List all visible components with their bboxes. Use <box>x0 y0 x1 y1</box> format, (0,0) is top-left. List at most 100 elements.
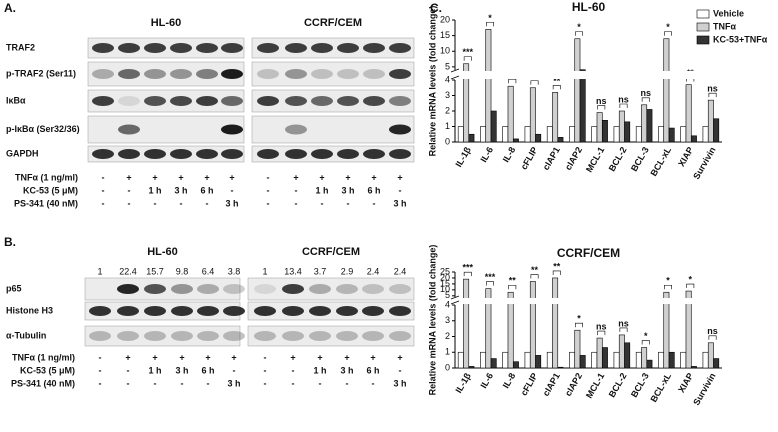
band <box>389 284 411 294</box>
band <box>197 331 219 341</box>
condition-cell: - <box>267 172 270 182</box>
bar <box>579 355 586 369</box>
band <box>337 149 359 159</box>
condition-cell: + <box>370 352 375 362</box>
bar <box>480 126 487 143</box>
band <box>221 149 243 159</box>
group-title: CCRF/CEM <box>304 17 362 29</box>
condition-cell: 3 h <box>340 365 353 375</box>
band <box>117 331 139 341</box>
significance-bracket <box>463 56 472 61</box>
condition-cell: + <box>344 352 349 362</box>
y-tick-label: 0 <box>445 136 450 146</box>
significance-bracket <box>619 103 628 108</box>
bar <box>468 133 475 143</box>
condition-cell: - <box>127 378 130 388</box>
significance: * <box>666 276 670 286</box>
band <box>285 69 307 79</box>
significance-bracket <box>552 270 561 275</box>
axis-break <box>451 298 722 304</box>
bar <box>480 351 487 369</box>
bar <box>601 120 608 143</box>
band <box>389 149 411 159</box>
condition-cell: + <box>152 352 157 362</box>
bar <box>535 355 542 369</box>
bar <box>529 87 536 143</box>
band <box>336 306 358 316</box>
bar <box>490 110 497 143</box>
quant-value: 6.4 <box>202 266 215 276</box>
condition-cell: - <box>99 352 102 362</box>
bar <box>557 137 564 143</box>
band <box>362 284 384 294</box>
row-label: TRAF2 <box>6 42 35 52</box>
bar <box>524 351 531 369</box>
significance-bracket <box>664 284 672 290</box>
y-tick-label: 1 <box>445 121 450 131</box>
condition-cell: - <box>372 378 375 388</box>
bar <box>591 126 598 143</box>
bar <box>457 126 464 143</box>
band <box>309 331 331 341</box>
band <box>336 331 358 341</box>
band <box>171 284 193 294</box>
y-tick-label: 15 <box>440 278 450 288</box>
bar <box>713 358 720 369</box>
condition-label: TNFα (1 ng/ml) <box>15 172 78 182</box>
band <box>223 306 245 316</box>
bar <box>535 133 542 143</box>
x-tick-label: IL-6 <box>478 371 495 390</box>
significance-bracket <box>486 22 494 27</box>
significance-bracket <box>597 105 606 110</box>
bar <box>618 110 625 143</box>
bar <box>574 38 581 143</box>
condition-cell: 1 h <box>148 365 161 375</box>
band <box>336 284 358 294</box>
significance: * <box>689 274 693 284</box>
band <box>171 331 193 341</box>
condition-cell: - <box>102 172 105 182</box>
x-tick-label: cIAP1 <box>541 145 562 172</box>
band <box>363 149 385 159</box>
x-tick-label: IL-8 <box>501 371 518 390</box>
bar <box>502 351 509 369</box>
condition-cell: - <box>206 198 209 208</box>
bar <box>546 351 553 369</box>
row-label: p65 <box>6 283 22 293</box>
condition-cell: + <box>397 172 402 182</box>
panel-label: A. <box>4 1 16 15</box>
x-tick-label: IL-1β <box>454 371 474 395</box>
band <box>337 43 359 53</box>
band <box>282 284 304 294</box>
band <box>170 149 192 159</box>
condition-cell: + <box>317 352 322 362</box>
bar <box>596 112 603 143</box>
band <box>144 69 166 79</box>
band <box>389 124 411 135</box>
condition-cell: - <box>267 185 270 195</box>
group-title: HL-60 <box>151 17 182 29</box>
bar <box>507 85 514 143</box>
condition-cell: 1 h <box>313 365 326 375</box>
condition-cell: 3 h <box>227 378 240 388</box>
band <box>144 96 166 106</box>
blot-strip <box>251 115 415 144</box>
bar <box>702 126 709 143</box>
group-title: CCRF/CEM <box>302 246 360 258</box>
quant-value: 15.7 <box>146 266 164 276</box>
legend-swatch <box>696 35 710 45</box>
band <box>196 96 218 106</box>
band <box>389 43 411 53</box>
band <box>254 284 276 294</box>
condition-cell: - <box>319 378 322 388</box>
bar <box>668 351 675 369</box>
bar <box>690 366 697 369</box>
significance-bracket <box>530 80 539 85</box>
condition-cell: - <box>264 365 267 375</box>
y-tick-label: 25 <box>440 266 450 276</box>
band <box>362 331 384 341</box>
legend-swatch <box>696 22 710 32</box>
band <box>118 149 140 159</box>
condition-label: KC-53 (5 μM) <box>20 365 75 375</box>
